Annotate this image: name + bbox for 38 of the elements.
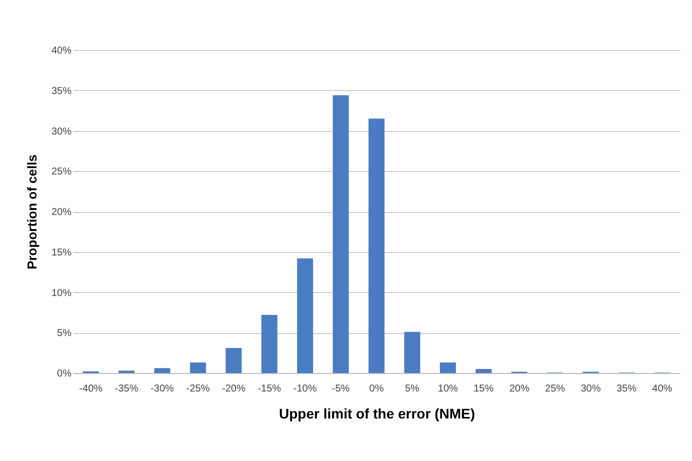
x-tick-label: -20%	[222, 384, 246, 394]
y-tick-label: 30%	[51, 126, 72, 138]
y-tick-label: 5%	[57, 328, 72, 340]
y-tick-label: 20%	[51, 207, 72, 218]
x-tick-label: -40%	[79, 384, 103, 394]
bar	[297, 258, 314, 373]
y-tick-label: 25%	[51, 166, 72, 178]
x-tick-label: -35%	[114, 384, 138, 394]
bar	[261, 314, 278, 373]
bar	[476, 368, 492, 373]
x-tick-label: 30%	[580, 384, 601, 394]
bar	[332, 95, 349, 373]
y-axis-title: Proportion of cells	[24, 154, 40, 270]
x-tick-label: 40%	[652, 384, 672, 394]
x-tick-label: -30%	[150, 384, 174, 394]
bar	[226, 348, 242, 373]
x-tick-label: 25%	[545, 384, 566, 394]
x-tick-label: -15%	[258, 384, 282, 394]
y-tick-label: 35%	[51, 86, 72, 97]
bar	[440, 362, 456, 373]
bar	[404, 332, 420, 373]
x-tick-label: -10%	[293, 384, 317, 394]
x-tick-label: 10%	[438, 384, 458, 394]
x-axis-title: Upper limit of the error (NME)	[278, 406, 476, 422]
x-tick-label: 35%	[616, 384, 637, 394]
x-tick-label: -25%	[186, 384, 210, 394]
bar	[368, 118, 384, 373]
x-tick-label: 5%	[404, 384, 420, 394]
bar	[154, 368, 170, 373]
x-tick-label: 0%	[369, 384, 384, 394]
x-tick-label: -5%	[332, 384, 350, 394]
y-tick-label: 15%	[51, 247, 72, 258]
x-tick-label: 20%	[509, 384, 530, 394]
bar	[190, 362, 206, 373]
y-tick-label: 10%	[51, 288, 72, 299]
x-tick-label: 15%	[474, 384, 494, 394]
y-tick-label: 40%	[51, 46, 72, 56]
y-tick-label: 0%	[57, 368, 72, 380]
